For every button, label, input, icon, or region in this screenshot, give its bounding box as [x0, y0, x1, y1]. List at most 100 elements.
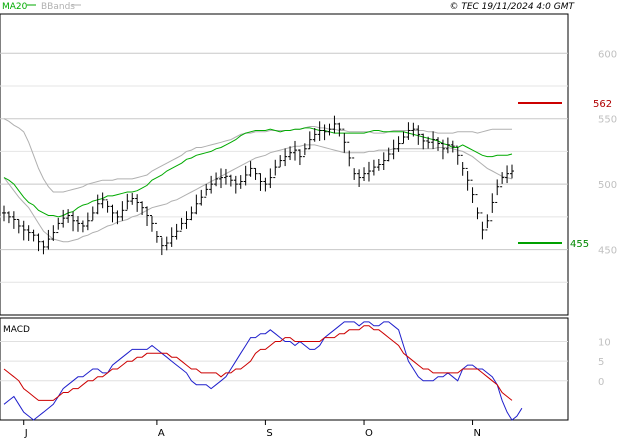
ohlc-bar [396, 136, 401, 152]
macd-series-signal [3, 325, 513, 401]
ohlc-bar [130, 193, 135, 205]
price-panel: 600 550 500 450 562 455 [0, 13, 617, 316]
ohlc-bar [46, 229, 51, 250]
ohlc-bar [100, 192, 105, 209]
ohlc-bar [75, 216, 80, 232]
ohlc-bar [312, 127, 317, 142]
ohlc-bar [342, 128, 347, 153]
target-up-label: 562 [593, 99, 612, 110]
ohlc-bar [505, 165, 510, 184]
price-frame [0, 13, 569, 316]
ohlc-bar [105, 199, 110, 213]
ohlc-bar [307, 131, 312, 150]
x-tick-label: J [24, 428, 28, 439]
ohlc-bar [495, 179, 500, 203]
macd-y-tick-label: 5 [598, 357, 604, 368]
ohlc-bar [460, 154, 465, 176]
ohlc-bar [426, 136, 431, 149]
ohlc-bar [268, 168, 273, 189]
ohlc-bar [149, 215, 154, 232]
ohlc-bar [283, 148, 288, 167]
ohlc-bar [416, 125, 421, 145]
legend-ma20: MA20 [2, 2, 28, 12]
ohlc-bar [154, 222, 159, 243]
ohlc-bar [204, 183, 209, 198]
ohlc-bar [238, 175, 243, 189]
ohlc-bar [51, 225, 56, 241]
ohlc-bar [480, 212, 485, 240]
ohlc-bar [189, 206, 194, 221]
ohlc-bar [125, 193, 130, 211]
ohlc-bar [233, 175, 238, 194]
ohlc-bar [169, 227, 174, 247]
ohlc-bar [31, 229, 36, 242]
bband-upper-line [3, 118, 512, 193]
macd-y-tick-label: 10 [598, 338, 611, 349]
ohlc-bar [219, 168, 224, 189]
ohlc-bar [371, 159, 376, 176]
x-tick-label: A [158, 428, 165, 439]
y-tick-label: 550 [598, 115, 617, 126]
ohlc-bar [159, 235, 164, 256]
ohlc-bar [243, 165, 248, 186]
legend-bbands: BBands [41, 2, 75, 12]
ohlc-bar [184, 211, 189, 229]
ohlc-bar [21, 220, 26, 241]
ohlc-bar [292, 140, 297, 161]
ohlc-bar [327, 123, 332, 136]
ohlc-bar [406, 122, 411, 140]
macd-frame [0, 317, 569, 421]
ohlc-bar [485, 214, 490, 231]
ohlc-bar [80, 220, 85, 233]
ohlc-bar [445, 137, 450, 154]
ohlc-bar [411, 122, 416, 137]
ohlc-bar [85, 212, 90, 231]
ohlc-bar [475, 194, 480, 220]
macd-y-tick-label: 0 [598, 377, 604, 388]
ohlc-bar [273, 159, 278, 179]
bband-lower-line [3, 144, 513, 243]
ohlc-bar [6, 211, 11, 224]
ohlc-bar [386, 147, 391, 162]
ohlc-bar [278, 155, 283, 168]
ohlc-bar [366, 161, 371, 182]
ohlc-bar [470, 179, 475, 203]
y-tick-label: 600 [598, 49, 617, 60]
x-tick-label: S [266, 428, 272, 439]
ohlc-bar [41, 240, 46, 255]
ohlc-bar [16, 218, 21, 234]
ohlc-bar [401, 131, 406, 145]
ohlc-bar [302, 143, 307, 158]
ohlc-bar [337, 122, 342, 137]
ohlc-bar [228, 174, 233, 187]
ohlc-bar [115, 210, 120, 225]
macd-series-macd [3, 321, 523, 421]
ohlc-bar [90, 206, 95, 222]
ohlc-bar [214, 172, 219, 187]
ohlc-bar [465, 167, 470, 191]
chart-title: © TEC 19/11/2024 4:0 GMT [449, 2, 575, 12]
y-tick-label: 450 [598, 246, 617, 257]
ohlc-bar [253, 167, 258, 180]
ohlc-bar [362, 167, 367, 181]
ohlc-bar [381, 152, 386, 170]
ohlc-bar [347, 141, 352, 167]
ohlc-bar [391, 139, 396, 160]
ohlc-bar [317, 121, 322, 141]
ohlc-bar [71, 211, 76, 232]
ohlc-bar [209, 175, 214, 194]
ohlc-bar [174, 223, 179, 240]
ohlc-bar [223, 168, 228, 185]
ohlc-bar [376, 159, 381, 171]
x-tick-label: O [365, 428, 373, 439]
ohlc-bar [199, 189, 204, 206]
ohlc-bar [248, 161, 253, 177]
ohlc-bar [322, 124, 327, 141]
x-tick-label: N [474, 428, 481, 439]
ohlc-bar [95, 194, 100, 215]
y-tick-label: 500 [598, 180, 617, 191]
ohlc-bar [2, 205, 6, 222]
ohlc-bar [179, 217, 184, 232]
ohlc-bar [332, 115, 337, 134]
